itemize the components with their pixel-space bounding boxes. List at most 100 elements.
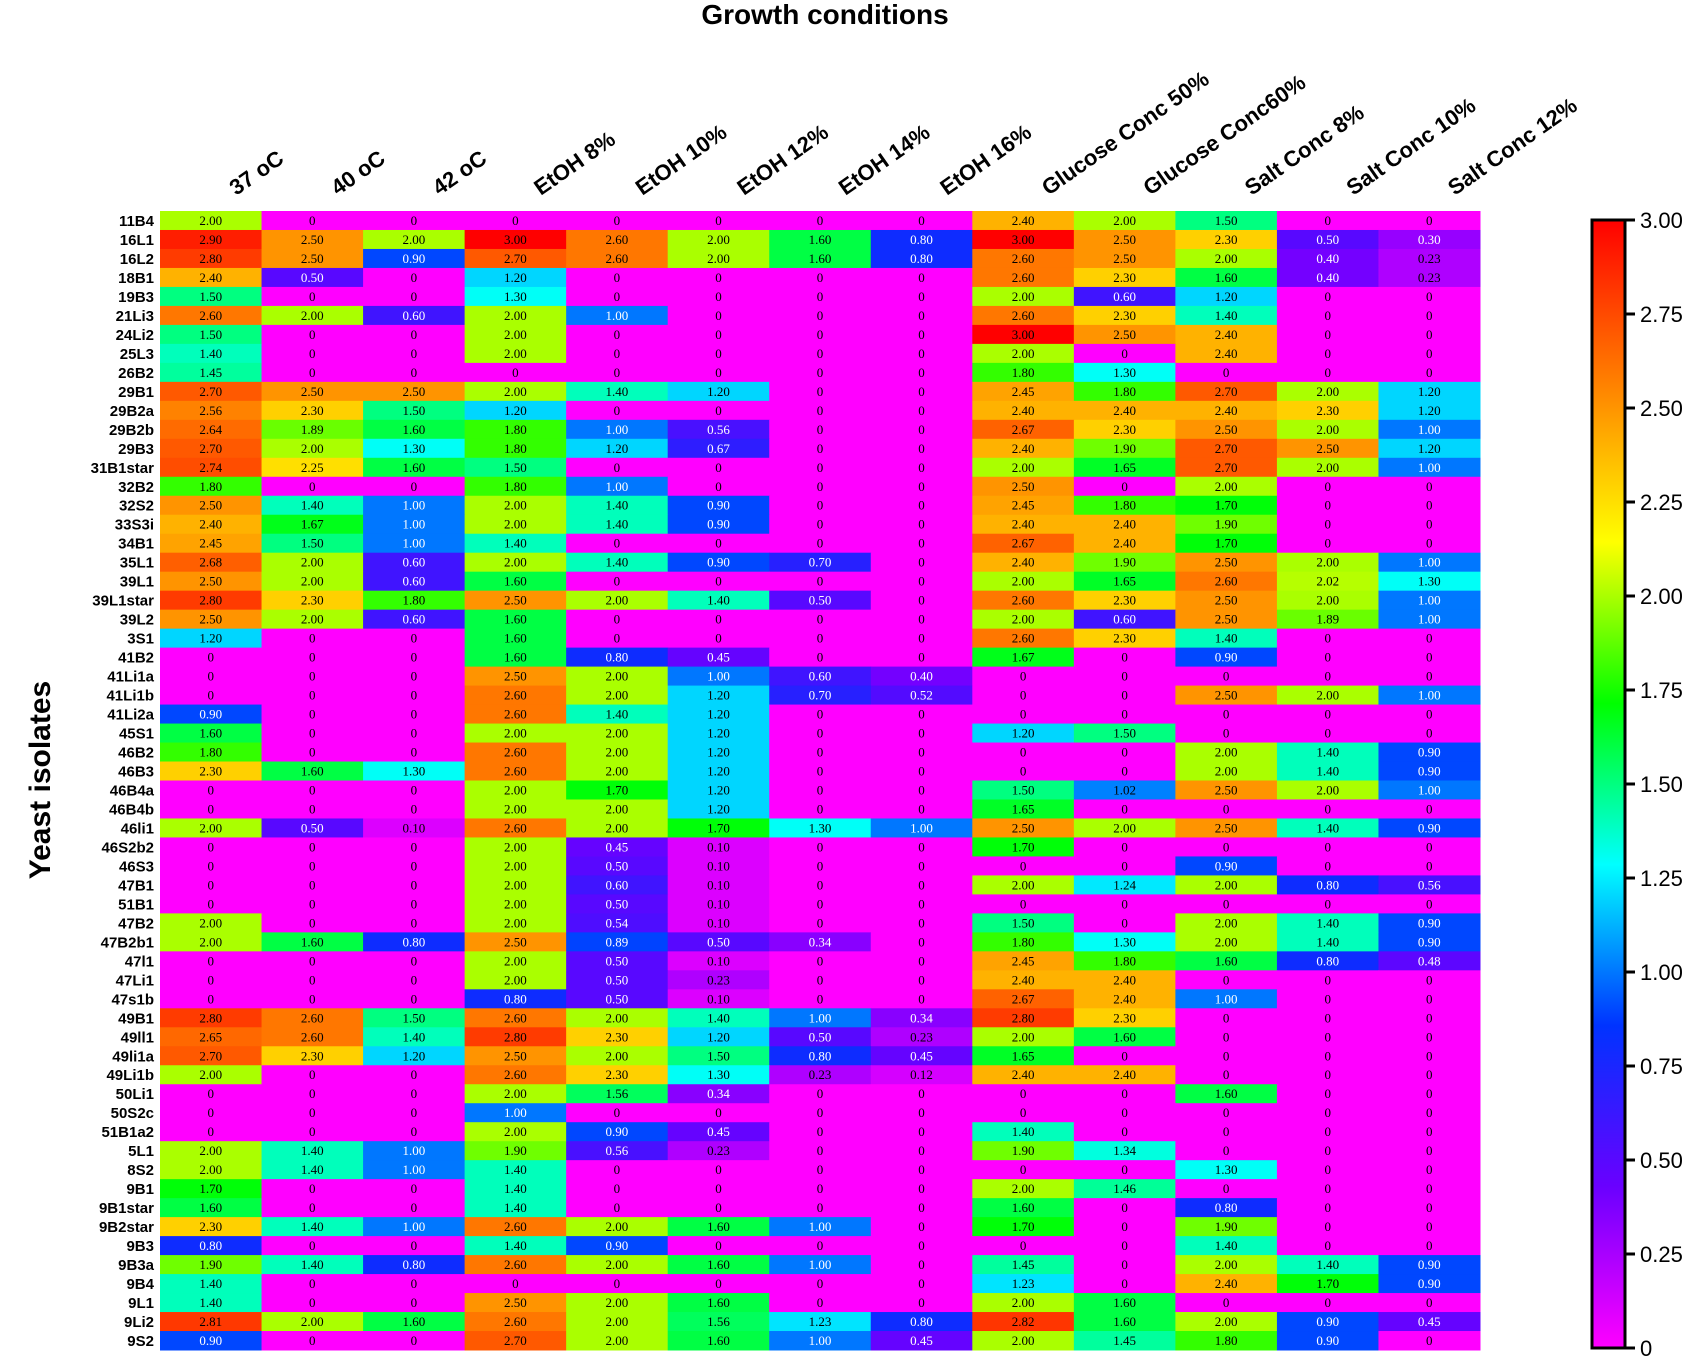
heatmap-cell (566, 1217, 669, 1237)
heatmap-cell (1276, 533, 1379, 554)
cell-value-label: 0 (918, 726, 925, 741)
cell-value-label: 0 (817, 858, 824, 873)
cell-value-label: 0 (817, 953, 824, 968)
heatmap-cell (870, 1293, 973, 1313)
heatmap-cell (1175, 837, 1278, 857)
heatmap-cell (1175, 286, 1278, 307)
heatmap-cell (464, 457, 567, 478)
heatmap-cell (972, 400, 1075, 421)
heatmap-cell (870, 495, 973, 516)
heatmap-cell (1175, 875, 1278, 895)
heatmap-cell (1073, 685, 1176, 706)
cell-value-label: 0 (309, 858, 316, 873)
heatmap-cell (160, 1274, 263, 1294)
cell-value-label: 1.00 (809, 1333, 832, 1348)
heatmap-cell (1276, 666, 1379, 687)
heatmap-cell (870, 419, 973, 440)
heatmap-cell (972, 837, 1075, 857)
cell-value-label: 0.50 (1316, 232, 1339, 247)
heatmap-cell (769, 780, 872, 800)
heatmap-cell (363, 723, 466, 744)
cell-value-label: 2.00 (301, 555, 324, 570)
cell-value-label: 0.90 (1418, 1276, 1441, 1291)
cell-value-label: 2.40 (1113, 517, 1136, 532)
cell-value-label: 0.80 (1215, 1200, 1238, 1215)
heatmap-cell (1073, 248, 1176, 269)
heatmap-cell (1378, 457, 1481, 478)
row-label: 3S1 (127, 631, 154, 648)
cell-value-label: 0 (208, 972, 215, 987)
cell-value-label: 0 (309, 896, 316, 911)
cell-value-label: 1.60 (301, 764, 324, 779)
heatmap-cell (1378, 989, 1481, 1009)
cell-value-label: 2.00 (199, 213, 222, 228)
heatmap-cell (972, 1065, 1075, 1085)
row-label: 46B2 (118, 745, 154, 762)
cell-value-label: 1.56 (606, 1086, 629, 1101)
cell-value-label: 1.60 (504, 574, 527, 589)
heatmap-cell (870, 457, 973, 478)
cell-value-label: 1.60 (809, 251, 832, 266)
heatmap-cell (1175, 476, 1278, 497)
heatmap-cell (566, 286, 669, 307)
heatmap-cell (1175, 856, 1278, 876)
cell-value-label: 0 (1324, 346, 1331, 361)
heatmap-cell (160, 704, 263, 725)
heatmap-cell (769, 647, 872, 668)
heatmap-cell (363, 1046, 466, 1066)
cell-value-label: 0 (1426, 1219, 1433, 1234)
cell-value-label: 0 (817, 896, 824, 911)
heatmap-cell (769, 1084, 872, 1104)
cell-value-label: 0 (309, 839, 316, 854)
heatmap-cell (160, 875, 263, 895)
heatmap-cell (1378, 1179, 1481, 1199)
heatmap-cell (566, 780, 669, 800)
heatmap-cell (1378, 1065, 1481, 1085)
row-label: 46B4a (110, 782, 155, 799)
cell-value-label: 0.23 (809, 1067, 832, 1082)
cell-value-label: 1.60 (402, 460, 425, 475)
heatmap-cell (667, 666, 770, 687)
cell-value-label: 2.50 (504, 593, 527, 608)
cell-value-label: 1.00 (402, 1162, 425, 1177)
cell-value-label: 0 (817, 441, 824, 456)
cell-value-label: 0 (1426, 1143, 1433, 1158)
cell-value-label: 2.80 (504, 1029, 527, 1044)
cell-value-label: 0 (918, 858, 925, 873)
cell-value-label: 0.80 (910, 232, 933, 247)
cell-value-label: 0 (1324, 1200, 1331, 1215)
heatmap-cell (667, 951, 770, 971)
heatmap-cell (972, 476, 1075, 497)
heatmap-cell (261, 723, 364, 744)
cell-value-label: 2.00 (1113, 213, 1136, 228)
cell-value-label: 0.50 (606, 896, 629, 911)
heatmap-cell (667, 761, 770, 781)
heatmap-cell (1276, 400, 1379, 421)
cell-value-label: 0.40 (1316, 270, 1339, 285)
heatmap-cell (160, 457, 263, 478)
heatmap-cell (769, 1293, 872, 1313)
cell-value-label: 1.00 (809, 1010, 832, 1025)
cell-value-label: 2.64 (199, 422, 222, 437)
heatmap-cell (972, 1008, 1075, 1028)
heatmap-cell (1073, 894, 1176, 914)
heatmap-cell (1378, 685, 1481, 706)
cell-value-label: 0.45 (1418, 1314, 1441, 1329)
heatmap-cell (870, 514, 973, 535)
heatmap-cell (1378, 723, 1481, 744)
heatmap-cell (769, 267, 872, 288)
cell-value-label: 2.50 (504, 1295, 527, 1310)
cell-value-label: 2.00 (1012, 612, 1035, 627)
cell-value-label: 0 (208, 991, 215, 1006)
cell-value-label: 1.20 (1215, 289, 1238, 304)
cell-value-label: 2.60 (199, 308, 222, 323)
heatmap-cell (972, 685, 1075, 706)
cell-value-label: 0 (309, 1295, 316, 1310)
heatmap-cell (261, 1236, 364, 1256)
cell-value-label: 0 (918, 327, 925, 342)
heatmap-cell (1175, 1236, 1278, 1256)
cell-value-label: 2.00 (1012, 460, 1035, 475)
cell-value-label: 2.00 (1012, 1181, 1035, 1196)
heatmap-cell (972, 1198, 1075, 1218)
heatmap-cell (1378, 913, 1481, 933)
